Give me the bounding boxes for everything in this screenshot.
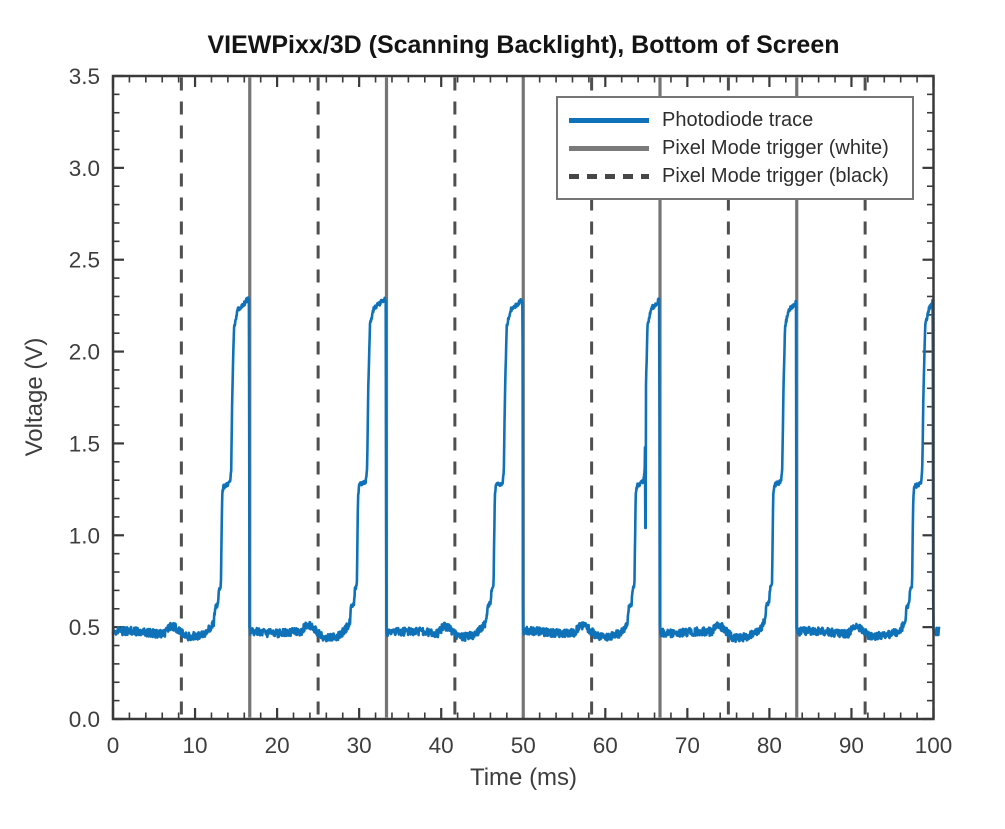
x-tick-label: 50 <box>511 733 536 758</box>
legend-sample-photodiode-line <box>569 117 649 123</box>
legend-item-photodiode-trace: Photodiode trace <box>569 106 912 134</box>
x-tick-label: 10 <box>183 733 208 758</box>
legend-label-trigger-white: Pixel Mode trigger (white) <box>662 136 889 159</box>
tick-labels: 0 10 20 30 40 50 60 70 80 90 100 0.0 0.5 1.0 1.5 2.0 2.5… <box>69 64 953 758</box>
y-tick-label: 2.0 <box>69 340 100 365</box>
legend-sample-trigger-black-line <box>569 173 649 179</box>
y-tick-label: 2.5 <box>69 248 100 273</box>
y-tick-label: 0.5 <box>69 615 100 640</box>
x-tick-label: 80 <box>757 733 782 758</box>
legend-item-trigger-white: Pixel Mode trigger (white) <box>569 134 912 162</box>
x-tick-label: 100 <box>915 733 953 758</box>
x-tick-label: 60 <box>593 733 618 758</box>
y-tick-label: 3.0 <box>69 156 100 181</box>
x-tick-label: 90 <box>839 733 864 758</box>
y-tick-label: 3.5 <box>69 64 100 89</box>
photodiode-trace-line <box>111 296 941 644</box>
x-tick-label: 40 <box>429 733 454 758</box>
chart-title: VIEWPixx/3D (Scanning Backlight), Bottom… <box>207 31 840 59</box>
legend-label-photodiode: Photodiode trace <box>662 108 814 131</box>
x-tick-label: 30 <box>347 733 372 758</box>
legend-item-trigger-black: Pixel Mode trigger (black) <box>569 162 912 190</box>
legend-label-trigger-black: Pixel Mode trigger (black) <box>662 164 889 187</box>
y-tick-label: 1.5 <box>69 431 100 456</box>
legend-sample-trigger-white-line <box>569 145 649 151</box>
x-axis-label: Time (ms) <box>469 764 578 791</box>
y-tick-label: 1.0 <box>69 523 100 548</box>
y-tick-label: 0.0 <box>69 707 100 732</box>
x-tick-label: 0 <box>107 733 120 758</box>
x-tick-label: 70 <box>675 733 700 758</box>
axes-spines <box>111 74 935 721</box>
legend-box: Photodiode trace Pixel Mode trigger (whi… <box>556 96 914 200</box>
y-axis-label: Voltage (V) <box>21 337 48 457</box>
x-tick-label: 20 <box>265 733 290 758</box>
